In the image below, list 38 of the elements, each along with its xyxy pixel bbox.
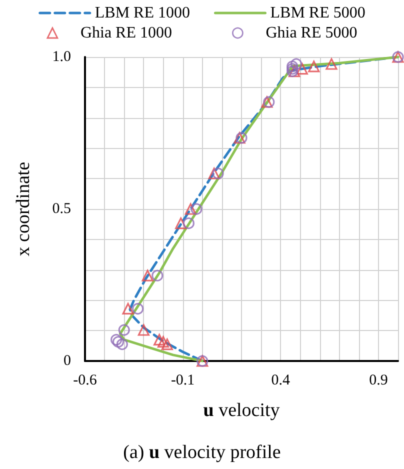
point (290, 58, 302, 70)
point (138, 324, 150, 336)
point (175, 217, 187, 230)
point (132, 302, 144, 315)
point (286, 60, 298, 72)
point (296, 63, 308, 75)
point (212, 168, 224, 180)
point (157, 336, 170, 348)
x-axis-title: u velocity (203, 400, 280, 421)
point (116, 338, 128, 350)
point (152, 270, 164, 282)
x-tick-label: 0.4 (271, 372, 290, 388)
point (118, 324, 130, 336)
point (286, 63, 298, 75)
y-tick-label: 0 (64, 353, 71, 369)
x-tick-label: -0.6 (73, 372, 98, 388)
point (110, 334, 122, 346)
x-tick-label: 0.9 (369, 372, 388, 388)
point (326, 58, 338, 70)
y-axis-title: x coordinate (13, 162, 34, 256)
y-tick-label: 0.5 (52, 201, 71, 217)
point (184, 203, 196, 215)
legend-label: LBM RE 1000 (94, 4, 190, 22)
y-tick-label: 1.0 (52, 49, 71, 65)
point (112, 336, 124, 348)
point (142, 270, 154, 282)
x-tick-label: -0.1 (170, 372, 195, 388)
point (182, 217, 194, 230)
point (208, 168, 220, 180)
point (122, 302, 134, 315)
legend-label: Ghia RE 5000 (266, 24, 358, 42)
point (161, 338, 173, 350)
legend-label: Ghia RE 1000 (80, 24, 172, 42)
point (308, 60, 320, 72)
text: (a) u velocity profile (123, 442, 281, 463)
legend-label: LBM RE 5000 (270, 4, 366, 22)
point (154, 334, 166, 346)
point (190, 203, 202, 215)
